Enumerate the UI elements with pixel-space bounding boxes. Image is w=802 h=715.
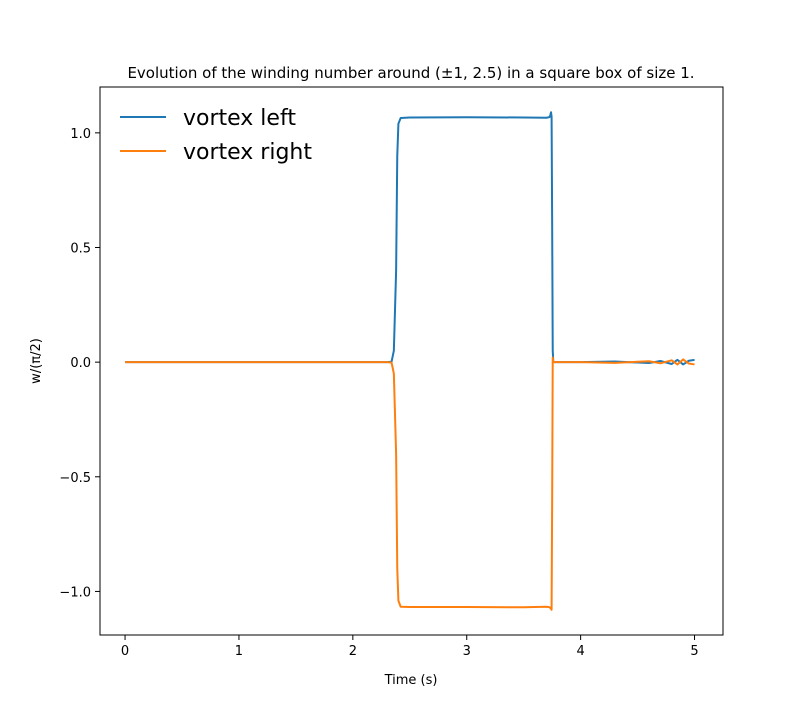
series-line-1	[125, 111, 695, 366]
x-tick-label: 0	[121, 644, 129, 659]
x-tick-label: 2	[349, 644, 357, 659]
legend-label-1: vortex left	[183, 106, 296, 131]
x-axis-label: Time (s)	[384, 673, 438, 688]
chart-title: Evolution of the winding number around (…	[127, 64, 694, 82]
y-axis-label: w/(π/2)	[29, 338, 44, 384]
legend: vortex left vortex right	[120, 106, 312, 165]
series-line-2	[125, 356, 695, 611]
y-axis: −1.0 −0.5 0.0 0.5 1.0	[59, 127, 100, 600]
legend-label-2: vortex right	[183, 140, 312, 165]
plot-area	[99, 86, 724, 636]
y-tick-label: 0.0	[70, 356, 91, 371]
x-tick-label: 1	[235, 644, 243, 659]
y-tick-label: −0.5	[59, 471, 91, 486]
x-tick-label: 3	[463, 644, 471, 659]
series-group	[125, 111, 695, 611]
x-axis: 0 1 2 3 4 5	[121, 635, 699, 659]
x-tick-label: 4	[576, 644, 584, 659]
x-tick-label: 5	[690, 644, 698, 659]
y-tick-label: 1.0	[70, 127, 91, 142]
y-tick-label: 0.5	[70, 242, 91, 257]
y-tick-label: −1.0	[59, 585, 91, 600]
